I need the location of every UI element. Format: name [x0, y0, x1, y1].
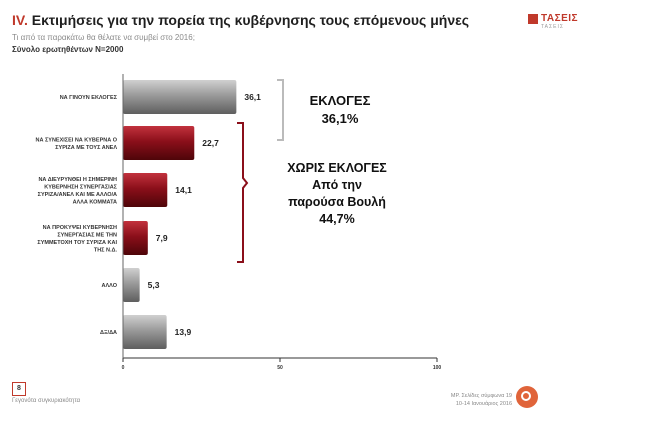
value-labels: 36,1 22,7 14,1 7,9 5,3 13,9: [148, 92, 262, 337]
logo-square-icon: [528, 14, 538, 24]
elections-annotation: ΕΚΛΟΓΕΣ 36,1%: [300, 92, 380, 128]
page-title: IV. Εκτιμήσεις για την πορεία της κυβέρν…: [12, 12, 469, 28]
category-label-2: ΝΑ ΔΙΕΥΡΥΝΘΕΙ Η ΣΗΜΕΡΙΝΗ ΚΥΒΕΡΝΗΣΗ ΣΥΝΕΡΓ…: [38, 177, 118, 206]
title-text: Εκτιμήσεις για την πορεία της κυβέρνησης…: [31, 12, 470, 28]
elections-label: ΕΚΛΟΓΕΣ: [309, 93, 371, 108]
value-label-1: 22,7: [202, 138, 219, 148]
bars-group: [123, 80, 237, 349]
logo-name: ΤΑΣΕΙΣ: [541, 13, 579, 24]
x-tick-label-0: 0: [122, 365, 125, 371]
category-label-5: ΔΞ/ΔΑ: [100, 330, 117, 336]
bar-1: [123, 126, 195, 160]
value-label-0: 36,1: [244, 92, 261, 102]
bar-5: [123, 315, 167, 349]
x-axis-ticks: 0 50 100: [122, 358, 442, 371]
category-label-3: ΝΑ ΠΡΟΚΥΨΕΙ ΚΥΒΕΡΝΗΣΗ ΣΥΝΕΡΓΑΣΙΑΣ ΜΕ ΤΗΝ Σ…: [37, 225, 117, 254]
bracket-elections: [277, 79, 284, 141]
page-number: 8: [12, 382, 26, 396]
footer-left-text: Γεγονότα συγκυριακότητα: [12, 398, 81, 404]
no-elections-annotation: ΧΩΡΙΣ ΕΚΛΟΓΕΣ Από την παρούσα Βουλή 44,7…: [262, 160, 412, 228]
category-labels: ΝΑ ΓΙΝΟΥΝ ΕΚΛΟΓΕΣ ΝΑ ΣΥΝΕΧΙΣΕΙ ΝΑ ΚΥΒΕΡΝΑ…: [36, 95, 118, 336]
brand-logo: ΤΑΣΕΙΣ ΤΑΣΕΙΣ: [528, 13, 588, 34]
sample-size: Σύνολο ερωτηθέντων N=2000: [12, 45, 124, 54]
footer-logo-icon: [516, 386, 538, 408]
category-label-0: ΝΑ ΓΙΝΟΥΝ ΕΚΛΟΓΕΣ: [60, 95, 118, 101]
section-number: IV.: [12, 12, 28, 28]
category-label-4: ΑΛΛΟ: [102, 283, 118, 289]
footer-right-line1: ΜΡ. Σελίδες σύμφωνα 19: [450, 393, 512, 399]
value-label-4: 5,3: [148, 280, 160, 290]
value-label-2: 14,1: [175, 185, 192, 195]
no-elections-line2: Από την: [312, 178, 362, 192]
bracket-no-elections: [237, 122, 249, 263]
x-tick-label-2: 100: [433, 365, 442, 371]
no-elections-percent: 44,7%: [319, 212, 355, 226]
bar-2: [123, 173, 168, 207]
bar-3: [123, 221, 148, 255]
footer-right-line2: 10-14 Ιανουάριος 2016: [455, 401, 512, 407]
value-label-3: 7,9: [156, 233, 168, 243]
no-elections-label: ΧΩΡΙΣ ΕΚΛΟΓΕΣ: [287, 161, 387, 175]
bar-4: [123, 268, 140, 302]
footer-right-text: ΜΡ. Σελίδες σύμφωνα 19 10-14 Ιανουάριος …: [412, 392, 512, 408]
question-subtitle: Τι από τα παρακάτω θα θέλατε να συμβεί σ…: [12, 33, 195, 42]
x-tick-label-1: 50: [277, 365, 283, 371]
value-label-5: 13,9: [175, 327, 192, 337]
bar-0: [123, 80, 237, 114]
elections-percent: 36,1%: [321, 111, 359, 126]
logo-subtext: ΤΑΣΕΙΣ: [541, 24, 564, 30]
category-label-1: ΝΑ ΣΥΝΕΧΙΣΕΙ ΝΑ ΚΥΒΕΡΝΑ Ο ΣΥΡΙΖΑ ΜΕ ΤΟΥΣ …: [36, 137, 118, 151]
no-elections-line3: παρούσα Βουλή: [288, 195, 386, 209]
